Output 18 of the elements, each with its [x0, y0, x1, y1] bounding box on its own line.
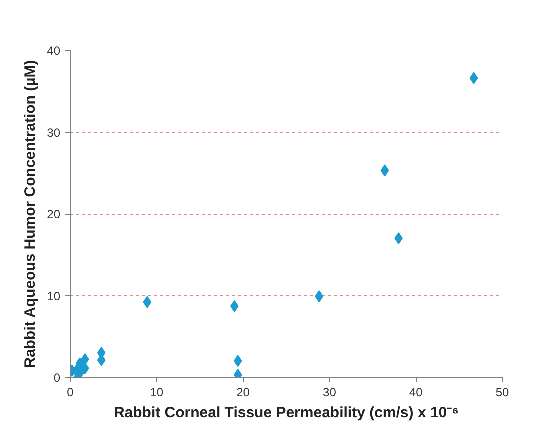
- x-tick-label: 30: [323, 386, 337, 400]
- x-tick-label: 0: [67, 386, 74, 400]
- y-tick-label: 30: [47, 126, 61, 140]
- x-tick-label: 20: [236, 386, 250, 400]
- x-axis-title: Rabbit Corneal Tissue Permeability (cm/s) x 10⁻⁶: [114, 404, 460, 422]
- x-tick-label: 10: [150, 386, 164, 400]
- y-tick-label: 20: [47, 208, 61, 222]
- point: [470, 72, 478, 84]
- point: [230, 300, 239, 312]
- y-axis-title: Rabbit Aqueous Humor Concentration (µM): [22, 60, 40, 368]
- y-tick-label: 40: [47, 44, 61, 58]
- y-tick-label: 0: [54, 371, 61, 385]
- x-tick-label: 40: [409, 386, 424, 400]
- point: [143, 296, 152, 308]
- point: [380, 164, 390, 177]
- point: [234, 355, 242, 368]
- y-tick-label: 10: [47, 289, 61, 304]
- x-tick-label: 50: [496, 386, 510, 400]
